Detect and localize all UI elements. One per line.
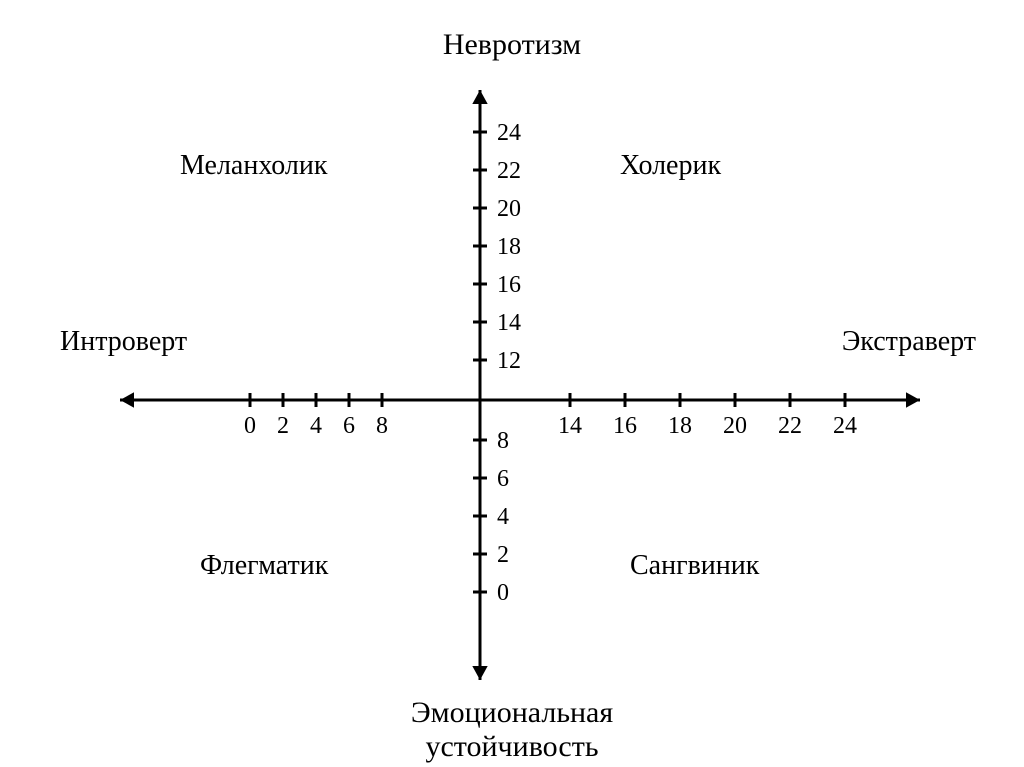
svg-text:20: 20 — [723, 413, 747, 439]
bottom-axis-label-line1: Эмоциональная — [0, 696, 1024, 730]
svg-text:0: 0 — [497, 580, 509, 606]
svg-text:12: 12 — [497, 348, 521, 374]
quadrant-top-right: Холерик — [620, 150, 721, 182]
svg-text:4: 4 — [497, 504, 509, 530]
svg-text:14: 14 — [558, 413, 582, 439]
axes-svg: 024681416182022241214161820222486420 — [0, 0, 1024, 767]
right-axis-label: Экстраверт — [842, 326, 976, 358]
svg-text:18: 18 — [497, 234, 521, 260]
svg-text:22: 22 — [497, 158, 521, 184]
quadrant-bottom-left: Флегматик — [200, 550, 328, 582]
bottom-axis-label-line2: устойчивость — [0, 730, 1024, 764]
diagram-container: 024681416182022241214161820222486420 Нев… — [0, 0, 1024, 767]
svg-text:16: 16 — [497, 272, 521, 298]
svg-text:20: 20 — [497, 196, 521, 222]
svg-text:0: 0 — [244, 413, 256, 439]
svg-text:2: 2 — [277, 413, 289, 439]
svg-text:24: 24 — [833, 413, 857, 439]
svg-text:4: 4 — [310, 413, 322, 439]
svg-text:8: 8 — [376, 413, 388, 439]
svg-text:18: 18 — [668, 413, 692, 439]
svg-text:6: 6 — [343, 413, 355, 439]
svg-text:6: 6 — [497, 466, 509, 492]
svg-text:8: 8 — [497, 428, 509, 454]
svg-text:14: 14 — [497, 310, 521, 336]
left-axis-label: Интроверт — [60, 326, 187, 358]
quadrant-top-left: Меланхолик — [180, 150, 327, 182]
svg-text:22: 22 — [778, 413, 802, 439]
top-axis-label: Невротизм — [0, 28, 1024, 62]
svg-text:2: 2 — [497, 542, 509, 568]
quadrant-bottom-right: Сангвиник — [630, 550, 759, 582]
svg-text:16: 16 — [613, 413, 637, 439]
svg-text:24: 24 — [497, 120, 521, 146]
